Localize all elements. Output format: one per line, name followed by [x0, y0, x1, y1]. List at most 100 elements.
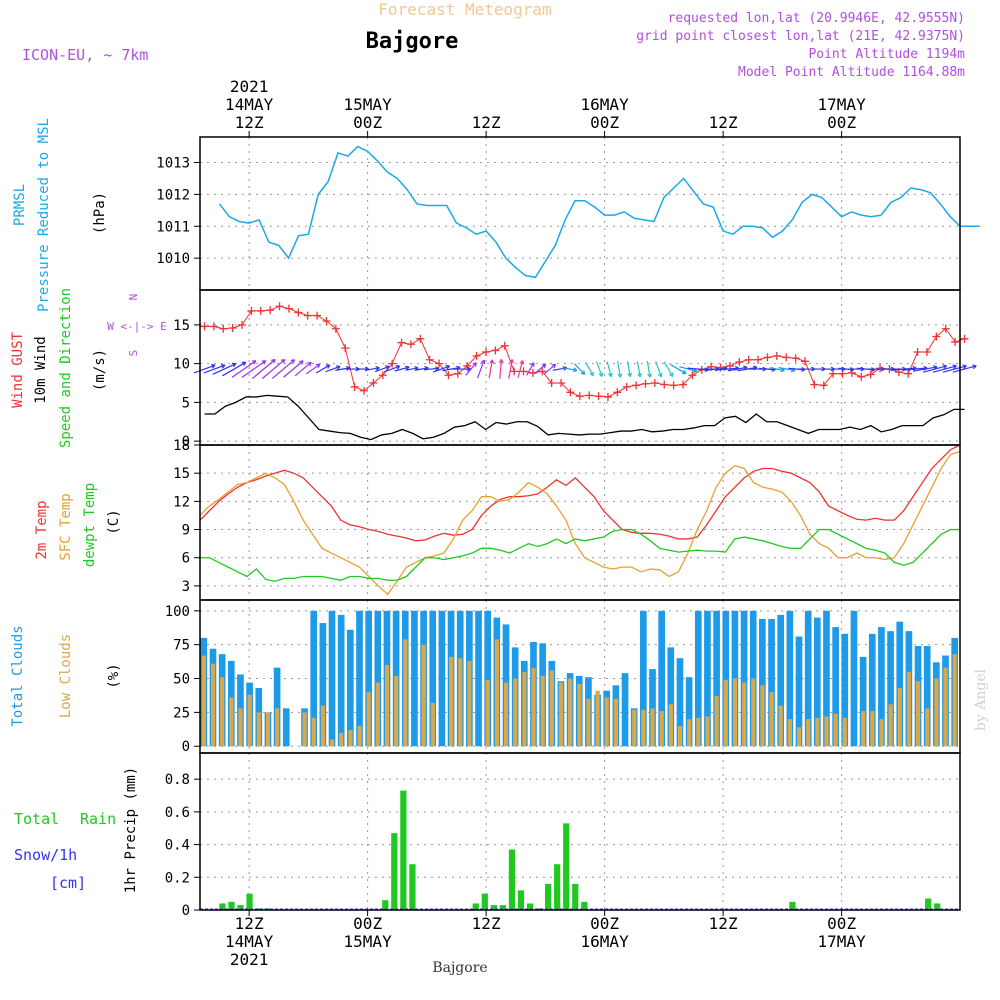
- low-cloud-bar: [916, 681, 921, 747]
- wind-arrow: [670, 364, 687, 375]
- total-cloud-bar: [887, 631, 894, 747]
- time-label-line: 12Z: [472, 914, 501, 933]
- label-hpa: (hPa): [92, 192, 108, 234]
- pressure-line: [218, 145, 980, 279]
- rain-bar: [255, 908, 262, 910]
- rain-bar: [581, 901, 588, 910]
- time-label-line: 00Z: [353, 113, 382, 132]
- label-cm: [cm]: [50, 874, 86, 892]
- low-cloud-bar: [787, 719, 792, 747]
- low-cloud-bar: [302, 712, 307, 747]
- wind-arrow: [365, 367, 380, 371]
- gust-marker: [491, 346, 500, 355]
- gust-marker: [575, 392, 584, 401]
- wind-arrow: [305, 363, 321, 375]
- gust-marker: [660, 380, 669, 389]
- gust-marker: [219, 324, 228, 333]
- panel-labels: PRMSL Pressure Reduced to MSL (hPa) Wind…: [10, 118, 167, 893]
- total-cloud-bar: [310, 610, 318, 747]
- low-cloud-bar: [366, 692, 371, 747]
- low-cloud-bar: [311, 717, 316, 747]
- wind-arrowhead: [942, 364, 948, 370]
- time-label-line: 15MAY: [344, 95, 393, 114]
- wind-arrowhead: [519, 360, 525, 365]
- gust-marker: [369, 379, 378, 387]
- low-cloud-bar: [265, 712, 271, 747]
- wind-arrow: [465, 362, 477, 376]
- wind-arrow: [325, 365, 341, 373]
- temp-2m-line: [199, 444, 961, 542]
- low-cloud-bar: [586, 698, 591, 747]
- wind-arrowhead: [489, 359, 495, 364]
- low-cloud-bar: [613, 698, 619, 747]
- low-cloud-bar: [687, 719, 692, 747]
- wind-arrowhead: [231, 362, 237, 368]
- label-10m-wind: 10m Wind: [33, 336, 49, 403]
- rain-bar: [789, 901, 796, 910]
- low-cloud-bar: [449, 656, 454, 747]
- total-cloud-bar: [328, 610, 336, 747]
- rain-bar: [382, 900, 389, 910]
- time-label-line: 12Z: [235, 113, 264, 132]
- gust-marker: [622, 382, 631, 391]
- wind-arrow: [423, 367, 440, 371]
- low-cloud-bar: [229, 697, 234, 747]
- gust-marker: [435, 359, 444, 368]
- wind-arrow: [394, 366, 410, 372]
- total-cloud-bar: [676, 658, 684, 747]
- wind-arrow: [716, 367, 739, 371]
- low-cloud-bar: [934, 678, 939, 747]
- wind-arrow: [283, 360, 304, 378]
- low-cloud-bar: [403, 639, 408, 747]
- time-label-line: 2021: [230, 950, 269, 969]
- wind-arrowhead: [972, 364, 977, 370]
- low-cloud-bar: [668, 704, 673, 747]
- y-tick-label: 0.8: [165, 772, 190, 788]
- time-label-line: 12Z: [235, 914, 264, 933]
- wind-arrow: [617, 360, 622, 378]
- total-cloud-bar: [429, 610, 437, 747]
- low-cloud-bar: [641, 709, 646, 747]
- low-cloud-bar: [760, 685, 765, 747]
- low-cloud-bar: [705, 716, 710, 747]
- rain-bar: [934, 903, 941, 910]
- gust-marker: [313, 311, 322, 320]
- wind-arrow: [508, 359, 513, 379]
- model-point-altitude: Model Point Altitude 1164.88m: [738, 65, 965, 80]
- gust-marker: [557, 379, 566, 387]
- low-cloud-bar: [329, 739, 335, 747]
- low-cloud-bar: [513, 678, 518, 747]
- wind-arrow: [533, 363, 547, 375]
- wind-arrow: [596, 361, 603, 377]
- low-cloud-bar: [201, 655, 206, 747]
- gust-marker: [772, 351, 781, 360]
- y-tick-label: 15: [173, 466, 190, 482]
- grid-point-coords: grid point closest lon,lat (21E, 42.9375…: [636, 29, 965, 44]
- y-tick-label: 25: [173, 705, 190, 721]
- panel-temperature: 3 6 9 12 15 18: [173, 438, 961, 600]
- label-ms: (m/s): [92, 349, 108, 391]
- wind-arrowhead: [551, 363, 557, 369]
- watermark: by Angel: [973, 668, 989, 731]
- low-cloud-bar: [220, 677, 225, 747]
- total-cloud-bar: [282, 708, 290, 747]
- wind-arrow: [231, 360, 257, 378]
- label-percent: (%): [106, 663, 122, 688]
- total-cloud-bar: [841, 633, 849, 747]
- rain-bar: [472, 903, 479, 910]
- total-cloud-bar: [896, 621, 904, 747]
- location-title: Bajgore: [366, 29, 459, 54]
- low-cloud-bar: [732, 678, 738, 747]
- wind-arrowhead: [617, 373, 623, 378]
- total-cloud-bar: [868, 633, 876, 747]
- low-cloud-bar: [357, 725, 362, 747]
- gust-marker: [735, 358, 744, 367]
- wind-arrowhead: [952, 364, 957, 370]
- wind-arrow: [679, 366, 697, 372]
- wind-arrow: [405, 367, 419, 371]
- low-cloud-bar: [558, 682, 564, 747]
- gust-marker: [941, 324, 950, 333]
- y-tick-label: 12: [173, 494, 190, 510]
- low-cloud-bar: [769, 692, 774, 747]
- total-cloud-bar: [786, 610, 794, 747]
